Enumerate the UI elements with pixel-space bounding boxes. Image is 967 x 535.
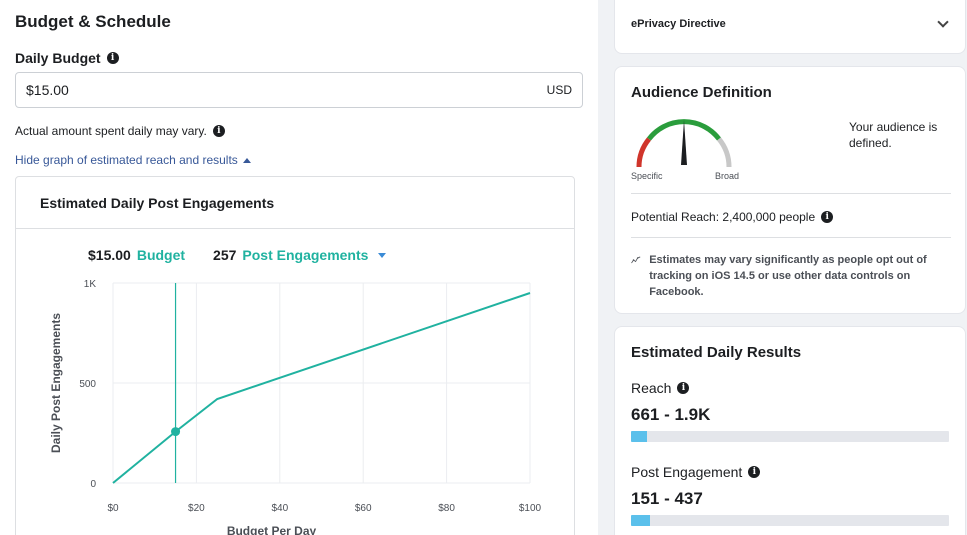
chevron-down-icon[interactable] <box>937 16 949 28</box>
caret-down-icon[interactable] <box>378 252 387 258</box>
budget-note: Actual amount spent daily may vary. i <box>15 124 225 138</box>
y-tick-label: 500 <box>79 379 96 390</box>
estimate-note-text: Estimates may vary significantly as peop… <box>649 254 927 298</box>
engagement-chart: $0 $20 $40 $60 $80 $100 0 500 1K Budget Per Day Da… <box>49 279 542 535</box>
hide-graph-link-text[interactable]: Hide graph of estimated reach and result… <box>15 153 238 167</box>
reach-label-row: Reach i <box>631 380 690 396</box>
budget-amount: $15.00 <box>88 247 131 263</box>
hide-graph-link[interactable]: Hide graph of estimated reach and result… <box>15 153 251 167</box>
info-icon[interactable]: i <box>748 466 761 478</box>
audience-definition-card: Audience Definition Specific Broad Your … <box>614 66 966 314</box>
currency-label: USD <box>546 83 572 97</box>
info-icon[interactable]: i <box>106 52 119 64</box>
graph-title: Estimated Daily Post Engagements <box>40 195 275 211</box>
audience-title: Audience Definition <box>631 84 772 101</box>
estimate-note: Estimates may vary significantly as peop… <box>631 252 955 300</box>
post-engagement-bar <box>631 515 949 526</box>
reach-label: Reach <box>631 380 672 396</box>
audience-gauge-icon <box>636 119 732 168</box>
info-icon[interactable]: i <box>677 382 690 394</box>
graph-card: Estimated Daily Post Engagements $15.00 … <box>15 176 575 535</box>
divider <box>631 237 951 238</box>
engagements-metric-dropdown[interactable]: Post Engagements <box>242 247 369 263</box>
budget-marker-point <box>171 427 181 437</box>
y-axis-label: Daily Post Engagements <box>49 313 63 453</box>
trend-line-icon <box>631 256 641 264</box>
potential-reach: Potential Reach: 2,400,000 people i <box>631 210 834 224</box>
caret-up-icon <box>242 157 251 163</box>
section-title: Budget & Schedule <box>15 12 171 31</box>
daily-budget-label-row: Daily Budget i <box>15 50 119 66</box>
results-title: Estimated Daily Results <box>631 344 802 361</box>
x-tick-label: $80 <box>438 503 455 514</box>
x-tick-label: $100 <box>519 503 542 514</box>
budget-schedule-panel: Budget & Schedule Daily Budget i USD Act… <box>0 0 598 535</box>
reach-value: 661 - 1.9K <box>631 405 711 424</box>
budget-note-text: Actual amount spent daily may vary. <box>15 124 207 138</box>
info-icon[interactable]: i <box>212 125 225 137</box>
potential-reach-text: Potential Reach: 2,400,000 people <box>631 210 816 224</box>
post-engagement-label-row: Post Engagement i <box>631 464 761 480</box>
x-tick-label: $40 <box>271 503 288 514</box>
post-engagement-label: Post Engagement <box>631 464 743 480</box>
y-tick-label: 1K <box>84 279 97 290</box>
divider <box>631 193 951 194</box>
reach-bar <box>631 431 949 442</box>
divider <box>16 228 574 229</box>
daily-budget-field[interactable]: USD <box>15 72 583 108</box>
x-tick-label: $60 <box>355 503 372 514</box>
engagements-value: 257 <box>213 247 237 263</box>
series-line <box>112 292 531 484</box>
audience-status: Your audience is defined. <box>849 120 938 150</box>
post-engagement-bar-fill <box>631 515 651 526</box>
x-tick-label: $0 <box>107 503 119 514</box>
budget-label: Budget <box>136 247 186 263</box>
reach-bar-fill <box>631 431 647 442</box>
gauge-broad-label: Broad <box>715 171 740 181</box>
privacy-label: ePrivacy Directive <box>631 18 726 30</box>
privacy-card[interactable]: ePrivacy Directive <box>614 0 966 54</box>
estimated-results-card: Estimated Daily Results Reach i 661 - 1.… <box>614 326 966 535</box>
daily-budget-label: Daily Budget <box>15 50 101 66</box>
gauge-specific-label: Specific <box>631 171 663 181</box>
x-axis-label: Budget Per Day <box>227 524 317 535</box>
y-tick-label: 0 <box>90 479 96 490</box>
post-engagement-value: 151 - 437 <box>631 489 703 508</box>
x-tick-label: $20 <box>188 503 205 514</box>
info-icon[interactable]: i <box>821 211 834 223</box>
graph-summary: $15.00 Budget 257 Post Engagements <box>88 247 387 263</box>
daily-budget-input[interactable] <box>26 82 426 98</box>
